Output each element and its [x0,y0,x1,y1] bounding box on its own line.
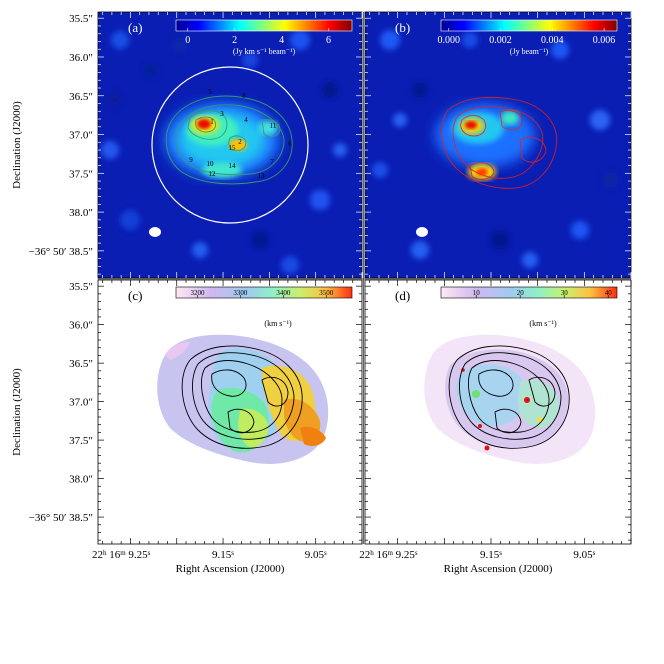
x-tick-label: 9.05s [305,549,327,561]
clump-label: 11 [270,122,277,130]
y-tick-label: 36.0″ [69,320,93,332]
x-tick-label: 9.15s [480,549,502,561]
x-axis-title-right: Right Ascension (J2000) [444,563,553,575]
x-tick-label: 9.15s [212,549,234,561]
y-tick-label: 35.5″ [69,13,93,25]
clump-label: 5 [208,88,212,96]
panel-label-d: (d) [395,288,410,303]
colorbar-c-scale [175,286,353,299]
colorbar-tick-label: 3400 [276,289,291,297]
colorbars: 0 2 4 6(Jy km s⁻¹ beam⁻¹)0.000 0.002 0.004 0.0… [175,19,618,328]
colorbar-tick-label: 10 [473,289,481,297]
clump-label: 8 [242,92,246,100]
colorbar-a: 0 2 4 6 (Jy km s⁻¹ beam⁻¹) [175,19,353,56]
colorbar-tick-label: 3500 [319,289,334,297]
panel-label-b: (b) [395,20,410,35]
clump-label: 7 [270,158,274,166]
colorbar-tick-label: 3200 [190,289,205,297]
colorbar-b: 0.000 0.002 0.004 0.006 (Jy beam⁻¹) [438,19,618,56]
axis-ticks [98,12,632,544]
panel-a-noise [101,30,347,274]
panel-b-noise [372,30,618,268]
colorbar-tick-label: 0.004 [541,35,564,46]
x-axis-title-left: Right Ascension (J2000) [176,563,285,575]
colorbar-tick-label: 3300 [233,289,248,297]
y-tick-label: 36.5″ [69,358,93,370]
panel-a-emission [164,102,280,178]
panel-c-velocity-map [157,334,329,464]
y-tick-label: 36.5″ [69,91,93,103]
colorbar-unit: (km s⁻¹) [529,319,557,328]
clump-label: 15 [229,144,237,152]
clump-label: 6 [288,140,292,148]
clump-label: 3 [220,110,224,118]
colorbar-tick-label: 40 [605,289,613,297]
colorbar-tick-label: 0 [185,35,190,46]
colorbar-tick-label: 20 [517,289,525,297]
clump-label: 12 [209,170,217,178]
panel-b-emission [435,103,535,180]
panel-b [364,11,632,279]
clump-label: 1 [210,118,214,126]
colorbar-tick-label: 0.006 [593,35,616,46]
panel-c [97,279,363,545]
colorbar-unit: (km s⁻¹) [264,319,292,328]
panel-d-contours [448,345,570,449]
clump-label: 4 [244,116,248,124]
colorbar-unit: (Jy beam⁻¹) [510,47,549,56]
x-tick-label: 22h 16m 9.25s [92,549,151,561]
clump-label: 10 [207,160,215,168]
y-tick-label: −36° 50′ 38.5″ [29,512,93,524]
y-tick-label: −36° 50′ 38.5″ [29,246,93,258]
colorbar-tick-label: 0.000 [438,35,461,46]
panel-label-a: (a) [128,20,142,35]
clump-label: 13 [258,172,266,180]
colorbar-d: 10 20 30 40 (km s⁻¹) [440,286,618,328]
panel-c-contours [181,345,303,449]
clump-label: 14 [229,162,237,170]
y-axis-title-bottom: Declination (J2000) [11,368,23,456]
y-tick-label: 38.0″ [69,207,93,219]
x-tick-label: 9.05s [573,549,595,561]
panel-a-contours [165,95,293,185]
clump-label: 2 [238,138,242,146]
colorbar-unit: (Jy km s⁻¹ beam⁻¹) [233,47,296,56]
panel-d [364,279,632,545]
y-tick-label: 35.5″ [69,281,93,293]
panel-a-aperture-circle [151,66,309,224]
colorbar-tick-label: 6 [326,35,331,46]
panel-b-beam [416,227,428,237]
colorbar-b-scale [440,19,618,32]
colorbar-tick-label: 0.002 [489,35,512,46]
panel-b-contours [441,96,558,189]
colorbar-tick-label: 4 [279,35,284,46]
y-tick-label: 37.0″ [69,130,93,142]
axis-tick-labels: 35.5″ 36.0″ 36.5″ 37.0″ 37.5″ 38.0″ −36° 50′ 3… [29,13,596,561]
clump-label: 9 [189,156,193,164]
y-tick-label: 36.0″ [69,52,93,64]
colorbar-a-scale [175,19,353,32]
panel-labels: (a) (b) (c) (d) [128,20,410,303]
colorbar-d-scale [440,286,618,299]
y-tick-label: 37.5″ [69,435,93,447]
x-tick-label: 22h 16m 9.25s [359,549,418,561]
y-tick-label: 37.0″ [69,397,93,409]
y-tick-label: 38.0″ [69,474,93,486]
panel-label-c: (c) [128,288,142,303]
panel-a-beam [149,227,161,237]
colorbar-c: 3200 3300 3400 3500 (km s⁻¹) [175,286,353,328]
colorbar-tick-label: 2 [232,35,237,46]
y-tick-label: 37.5″ [69,168,93,180]
colorbar-tick-label: 30 [561,289,569,297]
y-axis-title-top: Declination (J2000) [11,101,23,189]
